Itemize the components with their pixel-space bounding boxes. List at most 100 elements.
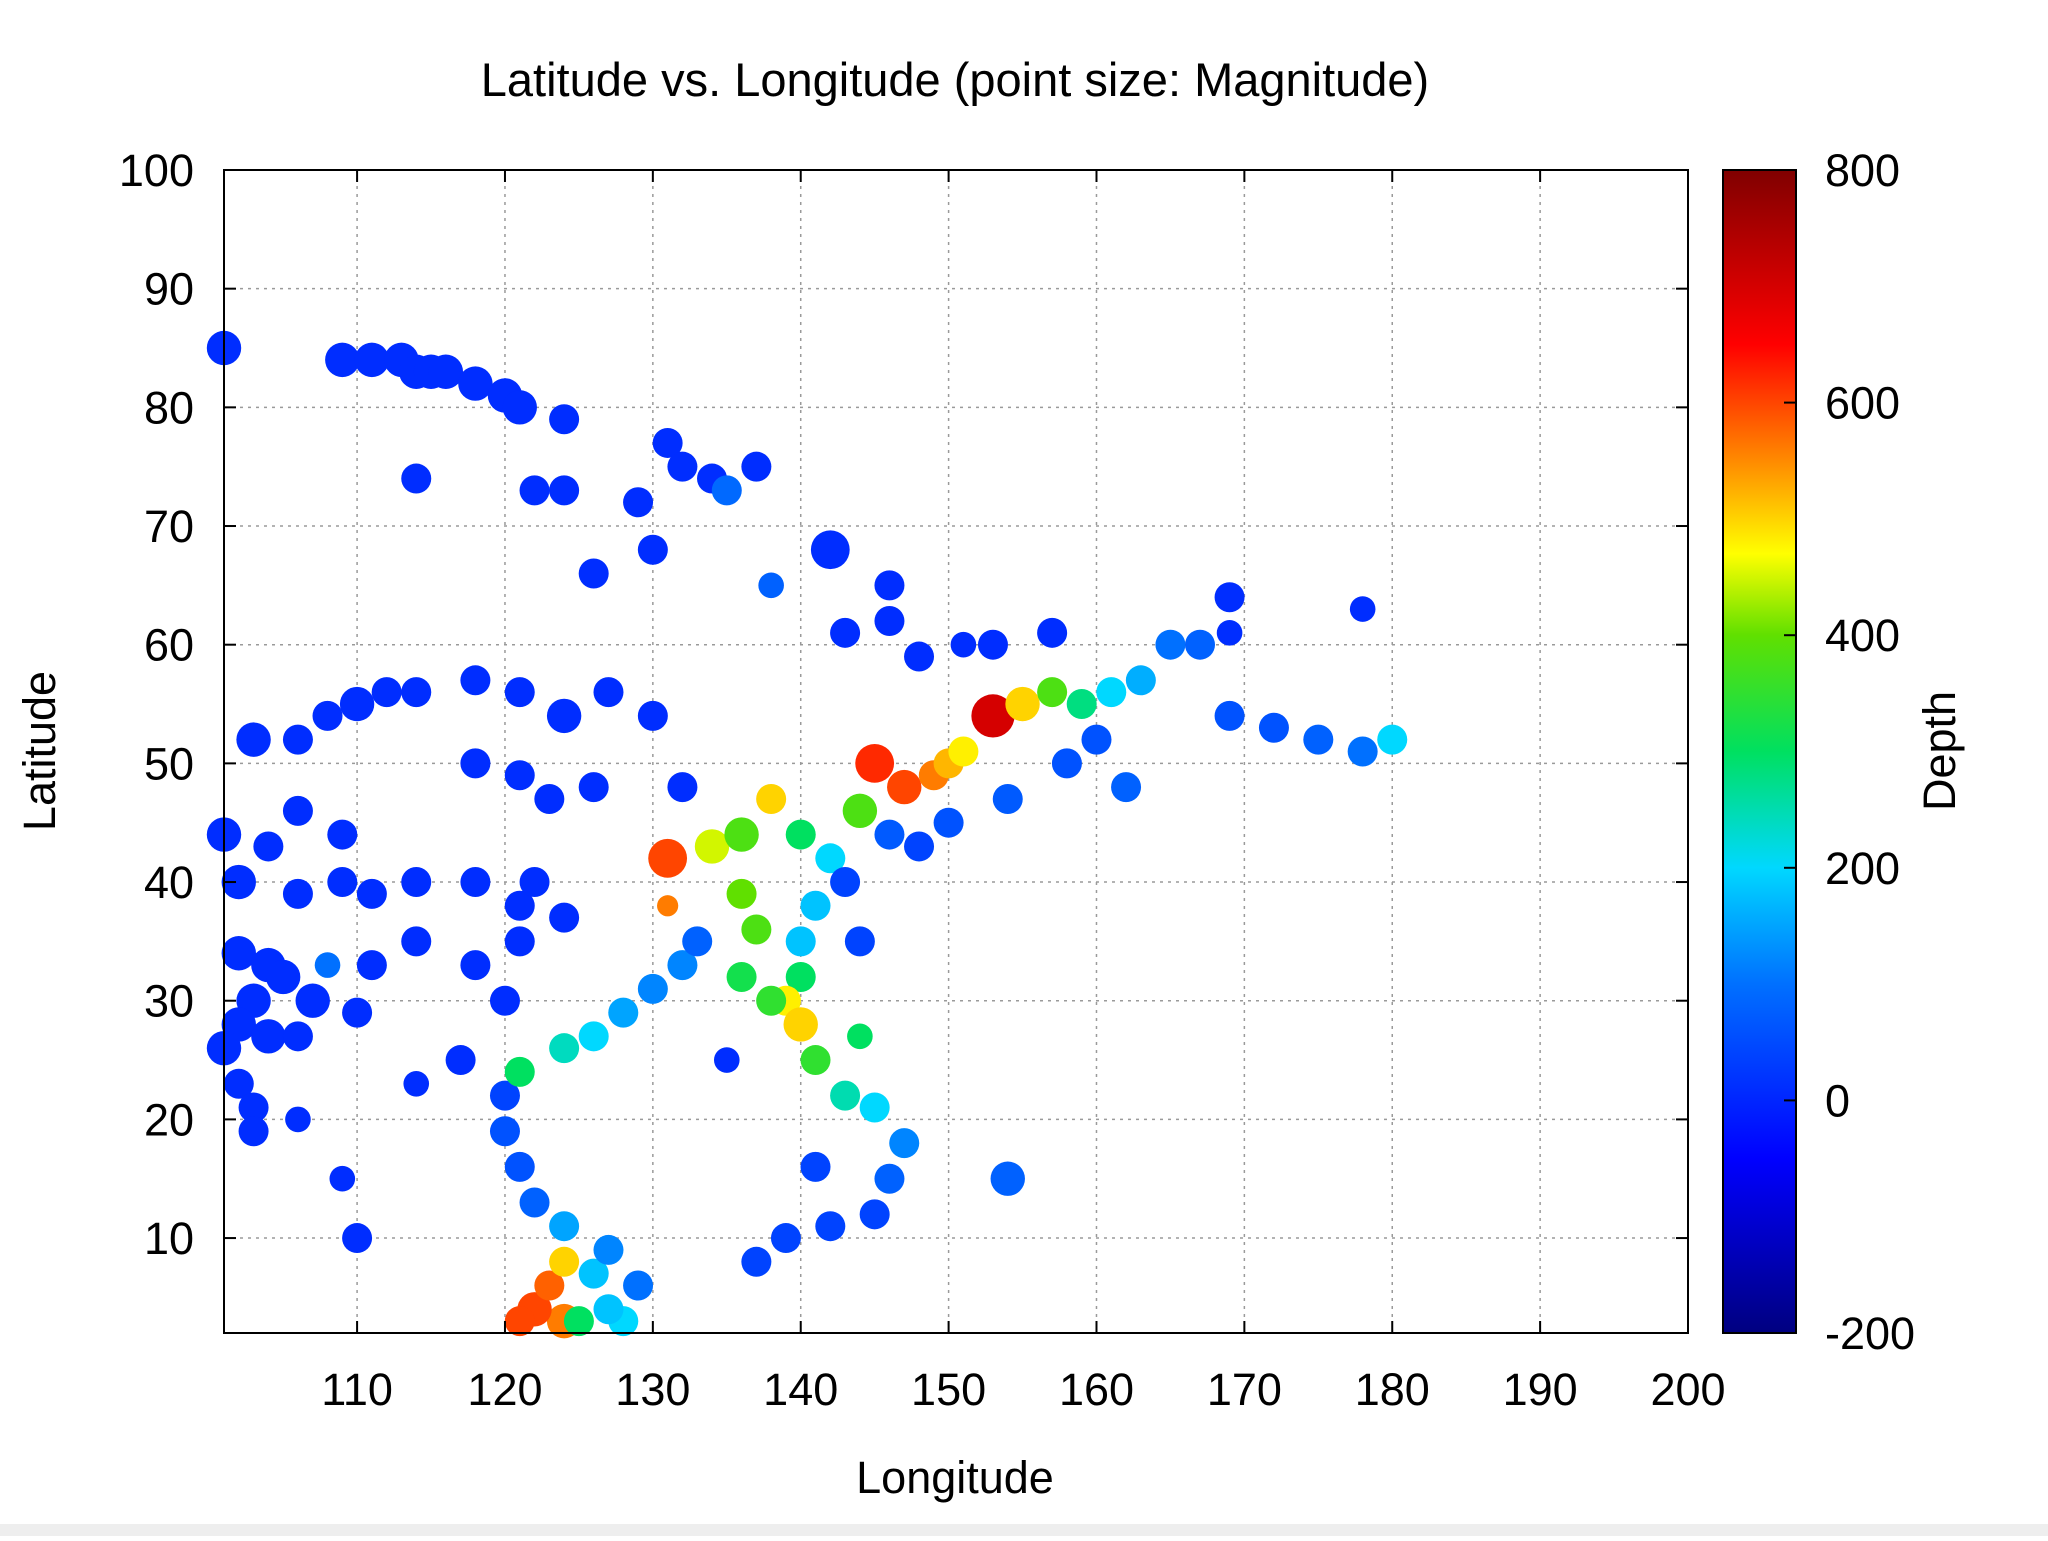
- data-point: [403, 1070, 430, 1097]
- data-point: [694, 829, 730, 864]
- data-point: [504, 1151, 535, 1182]
- y-tick-label: 60: [144, 620, 194, 671]
- y-tick-label: 30: [144, 976, 194, 1027]
- colorbar-ticks: -200 0 200 400 600 800: [1784, 145, 1915, 1359]
- data-point: [221, 936, 256, 971]
- data-point: [756, 985, 787, 1016]
- data-point: [667, 950, 698, 981]
- y-axis-title: Latitude: [14, 671, 65, 831]
- data-point: [741, 451, 772, 482]
- data-point: [810, 530, 850, 570]
- data-point: [593, 1294, 624, 1325]
- data-point: [314, 952, 341, 978]
- data-point: [758, 572, 784, 599]
- data-point: [221, 864, 256, 900]
- data-point: [1081, 724, 1112, 755]
- bottom-strip: [0, 1524, 2048, 1536]
- y-tick-label: 20: [144, 1094, 194, 1145]
- x-tick-label: 180: [1355, 1364, 1430, 1415]
- data-point: [504, 760, 535, 791]
- colorbar-tick-label: 200: [1825, 843, 1900, 894]
- data-point: [637, 700, 668, 731]
- data-point: [329, 1165, 356, 1192]
- data-point: [356, 878, 387, 909]
- data-point: [371, 677, 402, 708]
- data-point: [859, 1092, 890, 1123]
- data-point: [657, 895, 679, 917]
- data-point: [1111, 772, 1142, 803]
- data-point: [800, 890, 831, 921]
- y-tick-label: 80: [144, 382, 194, 433]
- plot-border: [223, 169, 1689, 1334]
- data-point: [1258, 712, 1289, 743]
- chart-title: Latitude vs. Longitude (point size: Magn…: [481, 53, 1429, 106]
- data-point: [874, 605, 905, 636]
- data-point: [844, 926, 875, 957]
- data-point: [504, 926, 535, 957]
- data-point: [504, 1056, 535, 1087]
- data-point: [327, 867, 358, 898]
- data-point: [785, 961, 816, 992]
- x-tick-label: 190: [1503, 1364, 1578, 1415]
- data-point: [1214, 700, 1245, 731]
- data-point: [282, 1021, 313, 1052]
- data-point: [623, 1270, 654, 1301]
- data-point: [401, 677, 432, 708]
- data-point: [830, 867, 861, 898]
- data-point: [460, 950, 491, 981]
- data-point: [325, 342, 360, 378]
- data-point: [682, 926, 713, 957]
- data-point: [859, 1199, 890, 1230]
- data-point: [1005, 686, 1040, 722]
- data-point: [251, 1019, 286, 1054]
- x-tick-label: 110: [321, 1364, 393, 1415]
- data-point: [519, 475, 550, 506]
- data-point: [623, 487, 654, 518]
- colorbar-tick-label: 0: [1825, 1075, 1850, 1126]
- data-point: [223, 1068, 254, 1099]
- data-point: [285, 1106, 311, 1133]
- data-point: [295, 983, 330, 1018]
- data-point: [445, 1045, 476, 1076]
- data-point: [667, 451, 698, 482]
- data-point: [815, 843, 846, 874]
- data-point: [1303, 724, 1334, 755]
- data-point: [815, 1211, 846, 1242]
- data-point: [1125, 665, 1156, 696]
- data-point: [800, 1045, 831, 1076]
- data-point: [282, 878, 313, 909]
- data-point: [874, 819, 905, 850]
- data-point: [312, 700, 343, 731]
- x-tick-label: 120: [467, 1364, 542, 1415]
- data-point: [741, 1246, 772, 1277]
- data-point: [770, 1223, 801, 1254]
- data-point: [950, 631, 977, 658]
- data-point: [726, 961, 757, 992]
- x-axis-title: Longitude: [856, 1452, 1054, 1503]
- data-point: [578, 772, 609, 803]
- data-point: [265, 959, 301, 995]
- data-point: [549, 1246, 580, 1277]
- data-point: [563, 1306, 594, 1337]
- data-point: [327, 819, 358, 850]
- data-point: [726, 878, 757, 909]
- data-point: [282, 795, 313, 826]
- data-point: [887, 769, 922, 805]
- colorbar-tick-label: 600: [1825, 378, 1900, 429]
- data-point: [933, 807, 964, 838]
- data-point: [874, 1163, 905, 1194]
- data-point: [724, 817, 759, 852]
- data-point: [648, 838, 688, 878]
- data-point: [342, 1223, 373, 1254]
- data-point: [1216, 620, 1243, 646]
- data-point: [458, 366, 493, 401]
- data-point: [339, 686, 375, 722]
- data-point: [1185, 629, 1215, 660]
- data-point: [253, 831, 284, 862]
- data-point: [652, 427, 683, 458]
- data-point: [354, 342, 390, 378]
- data-point: [800, 1151, 831, 1182]
- data-point: [504, 890, 535, 921]
- data-point: [236, 722, 271, 757]
- data-point: [977, 629, 1008, 660]
